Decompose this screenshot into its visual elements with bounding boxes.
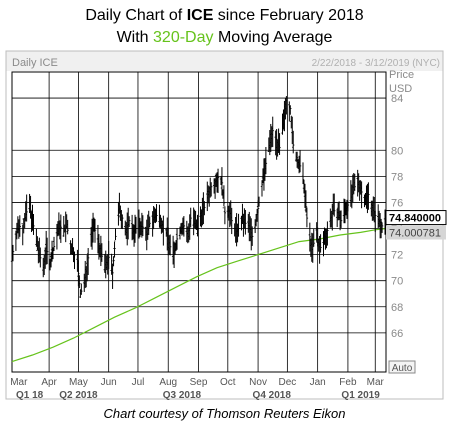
x-tick-label: Jul [132, 377, 145, 388]
moving-average-layer [11, 227, 387, 363]
y-tick-label: 80 [391, 145, 403, 157]
x-tick-label: Nov [249, 377, 267, 388]
title-prefix: Daily Chart of [85, 7, 187, 24]
moving-average-box [386, 225, 446, 240]
y-tick-label: 66 [391, 328, 403, 340]
quarter-label: Q2 2018 [59, 390, 98, 401]
x-tick-label: Dec [278, 377, 296, 388]
y-tick-label: 70 [391, 276, 403, 288]
currency-label: USD [389, 83, 412, 95]
title-ticker: ICE [186, 7, 214, 24]
y-tick-label: 76 [391, 197, 403, 209]
quarter-label: Q1 18 [16, 390, 44, 401]
plot-area [11, 71, 387, 373]
quarter-label: Q1 2019 [341, 390, 380, 401]
price-layer [10, 96, 388, 298]
x-tick-label: May [69, 377, 88, 388]
quarter-label: Q4 2018 [253, 390, 292, 401]
date-range: 2/22/2018 - 3/12/2019 (NYC) [312, 58, 440, 69]
chart-panel [5, 50, 444, 400]
title-suffix: since February 2018 [213, 7, 364, 24]
quarter-label: Q3 2018 [163, 390, 202, 401]
x-tick-label: Mar [10, 377, 28, 388]
last-price-box [385, 210, 447, 226]
panel-header-band [6, 51, 443, 71]
x-tick-label: Feb [339, 377, 357, 388]
chart-title: Daily Chart of ICE since February 2018 [0, 6, 449, 26]
auto-button-frame [388, 360, 416, 374]
chart-subtitle: With 320-Day Moving Average [0, 28, 449, 48]
moving-average-value: 74.000781 [389, 228, 441, 240]
price-axis-label: Price [389, 69, 414, 81]
y-tick-label: 72 [391, 250, 403, 262]
subtitle-prefix: With [116, 29, 154, 46]
x-tick-label: Jun [101, 377, 117, 388]
subtitle-suffix: Moving Average [213, 29, 333, 46]
last-price-value: 74.840000 [389, 213, 441, 225]
panel-labels: Daily ICE 2/22/2018 - 3/12/2019 (NYC)Pric… [12, 57, 447, 374]
auto-button-label: Auto [392, 363, 413, 374]
x-tick-label: Oct [220, 377, 236, 388]
subtitle-highlight: 320-Day [153, 29, 214, 46]
moving-average-line [11, 227, 387, 363]
x-tick-label: Sep [190, 377, 208, 388]
x-tick-label: Mar [367, 377, 385, 388]
x-tick-label: Aug [159, 377, 177, 388]
x-tick-label: Apr [41, 377, 57, 388]
y-tick-label: 68 [391, 302, 403, 314]
chart-credit: Chart courtesy of Thomson Reuters Eikon [103, 406, 346, 421]
y-tick-label: 78 [391, 171, 403, 183]
panel-label: Daily ICE [12, 57, 58, 69]
x-tick-label: Jan [310, 377, 326, 388]
y-tick-label: 84 [391, 93, 403, 105]
